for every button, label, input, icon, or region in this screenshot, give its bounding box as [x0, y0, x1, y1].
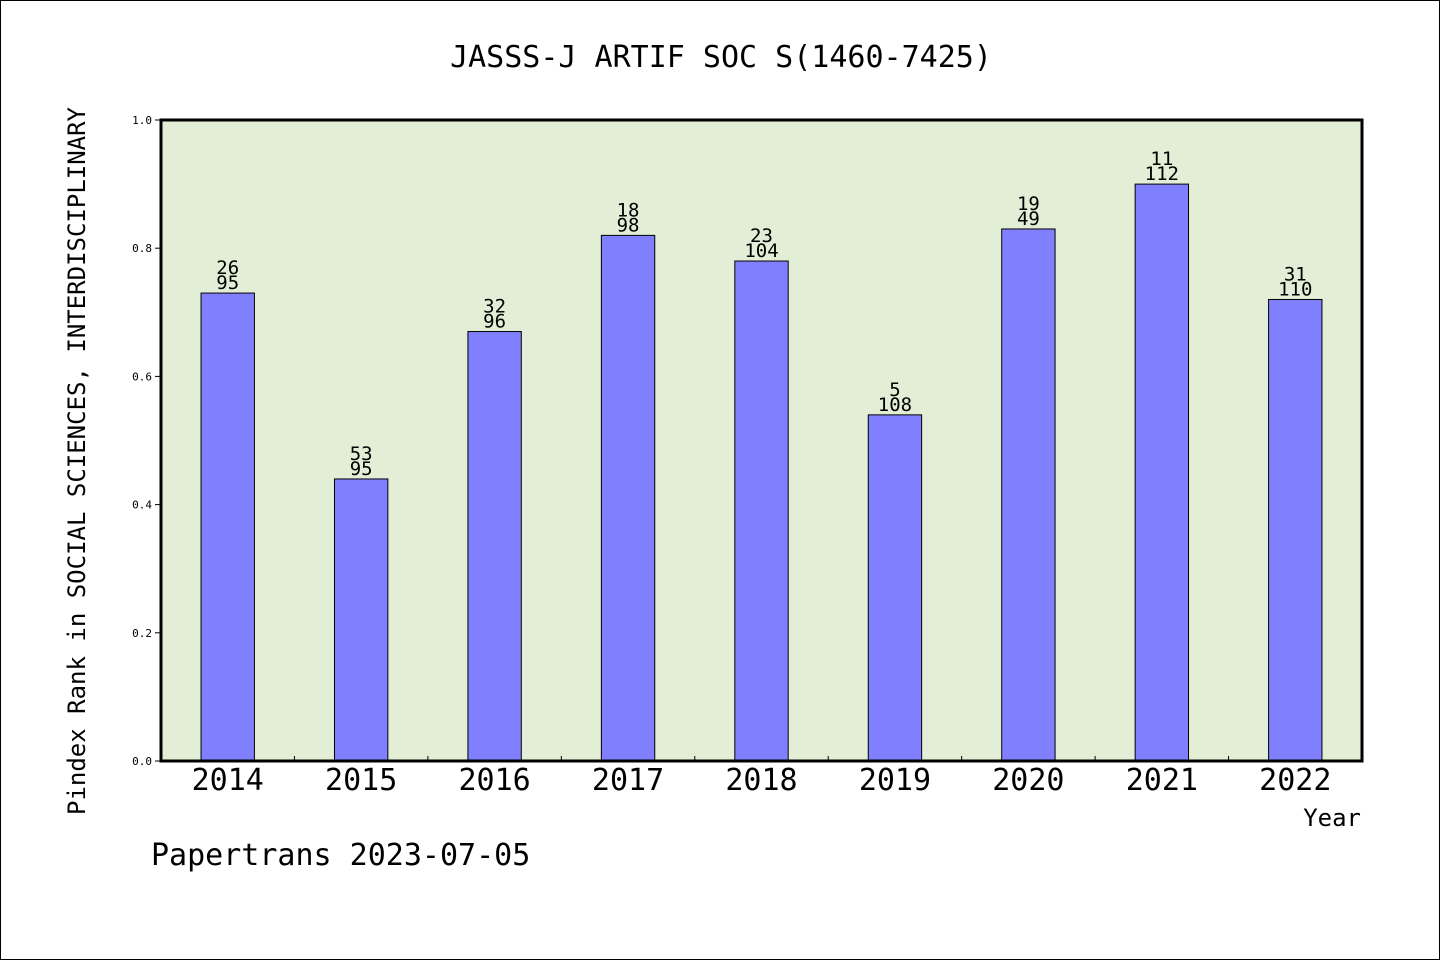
- total-label-2014: 95: [216, 272, 239, 294]
- rank-label-2021: 11: [1150, 148, 1173, 170]
- x-tick-label-2015: 2015: [325, 763, 397, 798]
- x-tick-label-2020: 2020: [992, 763, 1064, 798]
- y-tick-label: 1.0: [132, 114, 152, 127]
- rank-label-2022: 31: [1284, 263, 1307, 285]
- bar-2017: [600, 234, 656, 762]
- footer-text: Papertrans 2023-07-05: [151, 838, 530, 873]
- rank-label-2016: 32: [483, 296, 506, 318]
- rank-label-2014: 26: [216, 257, 239, 279]
- bars-group: [200, 183, 1323, 762]
- total-label-2020: 49: [1017, 208, 1040, 230]
- y-axis-label: Pindex Rank in SOCIAL SCIENCES, INTERDIS…: [63, 106, 91, 815]
- y-tick-label: 0.4: [132, 499, 152, 512]
- x-tick-label-2021: 2021: [1126, 763, 1198, 798]
- bar-2022: [1268, 298, 1323, 762]
- y-tick-label: 0.2: [132, 627, 152, 640]
- x-axis-label: Year: [1303, 804, 1361, 832]
- y-axis-ticks: 0.0 0.2 0.4 0.6 0.8 1.0: [132, 114, 161, 768]
- y-tick-label: 0.0: [132, 755, 152, 768]
- rank-label-2017: 18: [617, 199, 640, 221]
- x-tick-label-2016: 2016: [458, 763, 530, 798]
- x-tick-label-2014: 2014: [192, 763, 264, 798]
- x-tick-label-2017: 2017: [592, 763, 664, 798]
- bar-2014: [200, 292, 255, 762]
- plot-border: [159, 118, 1364, 763]
- total-label-2021: 112: [1145, 163, 1179, 185]
- bar-2021: [1134, 183, 1190, 762]
- bar-2018: [734, 260, 789, 762]
- x-tick-label-2022: 2022: [1259, 763, 1331, 798]
- bar-2020: [1001, 228, 1056, 762]
- rank-label-2015: 53: [350, 443, 373, 465]
- bar-2015: [333, 478, 389, 762]
- x-axis-ticks: 2014 2015 2016 2017 2018 2019 2020 2021 2022: [192, 756, 1331, 798]
- x-tick-label-2018: 2018: [725, 763, 797, 798]
- bar-2019: [867, 414, 923, 762]
- total-label-2022: 110: [1278, 278, 1312, 300]
- rank-label-2020: 19: [1017, 193, 1040, 215]
- total-label-2017: 98: [617, 214, 640, 236]
- rank-label-2018: 23: [750, 225, 773, 247]
- bar-2016: [467, 331, 522, 762]
- y-tick-label: 0.8: [132, 242, 152, 255]
- total-label-2016: 96: [483, 311, 506, 333]
- total-label-2015: 95: [350, 458, 373, 480]
- total-label-2019: 108: [878, 394, 912, 416]
- total-label-2018: 104: [744, 240, 778, 262]
- rank-label-2019: 5: [889, 379, 900, 401]
- y-tick-label: 0.6: [132, 370, 152, 383]
- x-tick-label-2019: 2019: [859, 763, 931, 798]
- chart-title: JASSS-J ARTIF SOC S(1460-7425): [450, 40, 992, 75]
